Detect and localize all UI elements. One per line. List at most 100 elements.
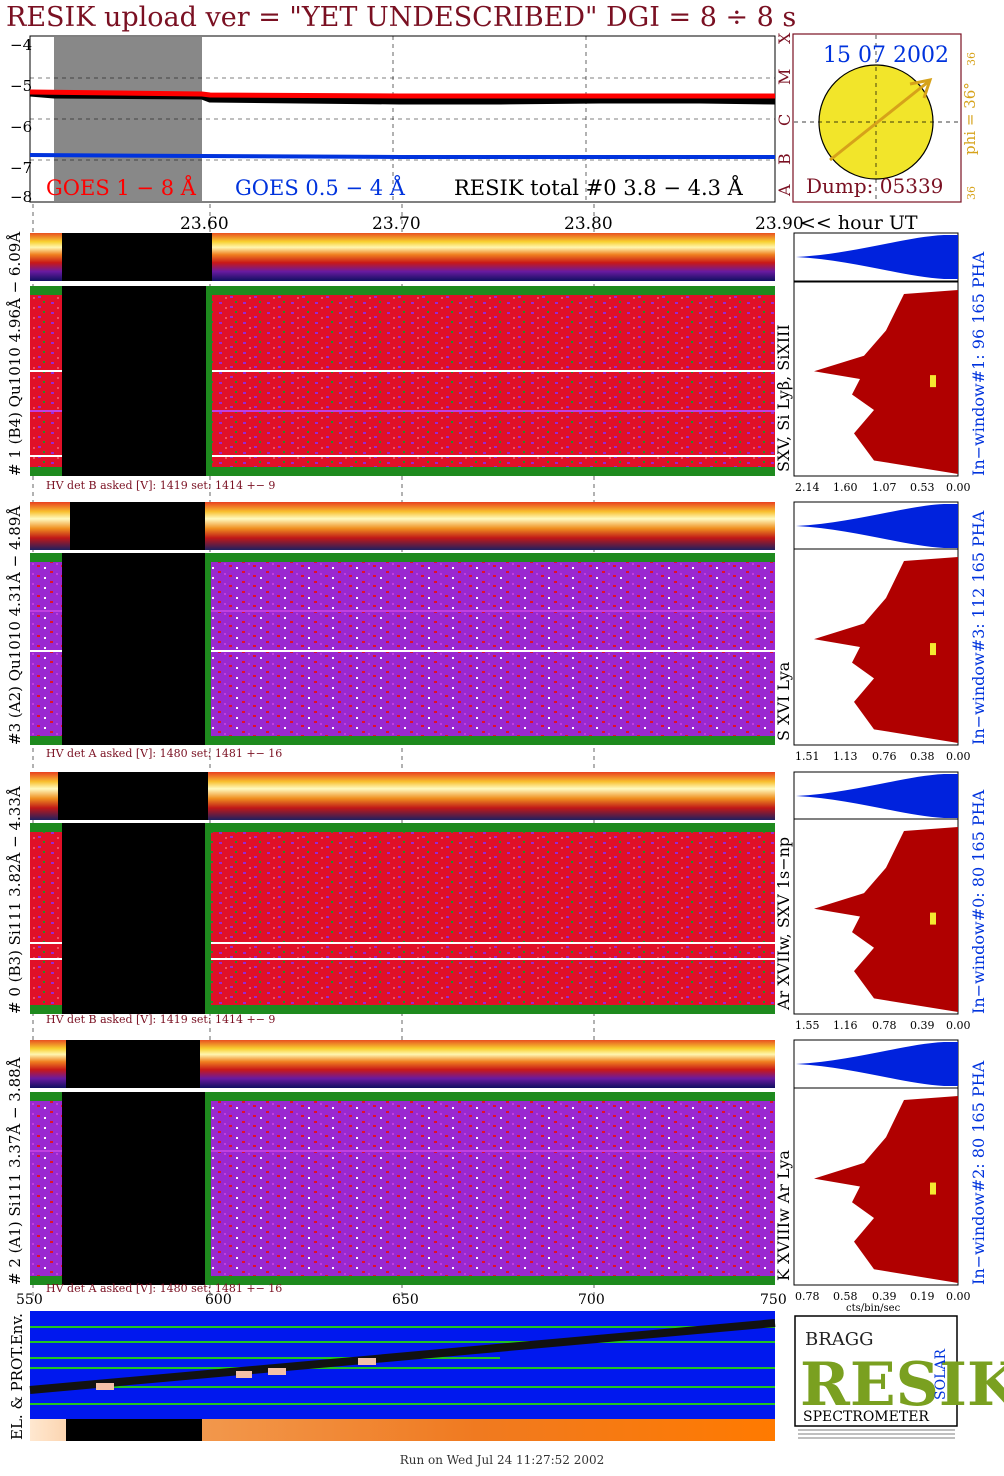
time-unit-label: << hour UT bbox=[800, 212, 918, 234]
env-marker bbox=[96, 1383, 114, 1390]
detector-panel: HV det A asked [V]: 1480 set: 1481 +− 16… bbox=[6, 1039, 988, 1314]
pha-marker bbox=[930, 912, 936, 925]
env-trend-line bbox=[29, 1319, 776, 1394]
pha-mini-histogram bbox=[796, 774, 958, 818]
pha-tick: 0.78 bbox=[795, 1290, 820, 1303]
spectrogram-edge-top bbox=[30, 286, 775, 295]
logo-spectrometer: SPECTROMETER bbox=[803, 1409, 929, 1425]
run-timestamp: Run on Wed Jul 24 11:27:52 2002 bbox=[399, 1453, 605, 1467]
pha-histogram bbox=[814, 1096, 958, 1283]
pha-tick: 1.07 bbox=[872, 481, 897, 494]
pha-tick: 2.14 bbox=[795, 481, 820, 494]
spectral-line-trace bbox=[30, 610, 775, 612]
hv-label: HV det A asked [V]: 1480 set: 1481 +− 16 bbox=[46, 1282, 282, 1295]
detector-label: #3 (A2) Qu1010 4.31Å − 4.89Å bbox=[6, 506, 24, 745]
pha-tick: 0.00 bbox=[946, 1290, 971, 1303]
class-letter: X bbox=[775, 32, 794, 44]
pha-histogram bbox=[814, 290, 958, 474]
spectrogram-edge-top bbox=[30, 1092, 775, 1101]
band-data-gap bbox=[58, 772, 208, 820]
detector-panel: HV det B asked [V]: 1419 set: 1414 +− 9 #… bbox=[6, 232, 988, 494]
spectral-line-trace bbox=[30, 958, 775, 960]
spectral-line-trace bbox=[30, 942, 775, 944]
class-letter: A bbox=[775, 184, 794, 197]
pha-tick: 0.76 bbox=[872, 750, 897, 763]
line-id-label: S XVI Lya bbox=[774, 661, 793, 741]
env-marker bbox=[236, 1371, 252, 1378]
sun-panel: 15 07 2002 Dump: 05339 phi = 36° 36 36 bbox=[792, 33, 979, 203]
detector-label: # 0 (B3) Si111 3.82Å − 4.33Å bbox=[6, 786, 24, 1014]
spectrogram-edge-bottom bbox=[30, 736, 775, 745]
sun-date: 15 07 2002 bbox=[823, 43, 949, 68]
env-gradient-bar bbox=[30, 1419, 775, 1441]
spectrogram-edge-top bbox=[30, 823, 775, 832]
class-letter: C bbox=[775, 114, 794, 126]
detector-label: # 1 (B4) Qu1010 4.96Å − 6.09Å bbox=[6, 232, 24, 476]
spectral-line-trace bbox=[30, 650, 775, 652]
class-letter: B bbox=[775, 153, 794, 165]
pha-tick: 0.78 bbox=[872, 1019, 897, 1032]
spectral-line-trace bbox=[30, 455, 775, 457]
legend-goes-red: GOES 1 − 8 Å bbox=[46, 175, 197, 200]
pha-tick: 0.38 bbox=[910, 750, 935, 763]
detector-panels: HV det B asked [V]: 1419 set: 1414 +− 9 #… bbox=[6, 232, 988, 1314]
goes-ytick: −5 bbox=[10, 77, 32, 95]
spectral-line-trace bbox=[30, 410, 775, 412]
goes-ytick: −4 bbox=[10, 36, 32, 54]
spectral-line-trace bbox=[30, 370, 775, 372]
time-tick: 23.80 bbox=[564, 214, 613, 234]
phi-arrowhead bbox=[909, 78, 933, 99]
page-title: RESIK upload ver = "YET UNDESCRIBED" DGI… bbox=[6, 2, 797, 33]
env-xtick: 600 bbox=[205, 1292, 232, 1308]
band-data-gap bbox=[62, 233, 212, 281]
pha-marker bbox=[930, 375, 936, 388]
spectrogram-gap-edge bbox=[205, 823, 211, 1014]
pha-tick: 0.53 bbox=[910, 481, 935, 494]
env-xtick: 700 bbox=[578, 1292, 605, 1308]
spectrogram-data-gap bbox=[62, 1092, 205, 1285]
spectrogram-data-gap bbox=[62, 823, 205, 1014]
goes-panel: −4 −5 −6 −7 −8 GOES 1 − 8 Å GOES 0.5 − 4… bbox=[10, 32, 794, 206]
window-label: In−window#3: 112 165 PHA bbox=[969, 510, 988, 745]
pha-tick: 0.39 bbox=[872, 1290, 897, 1303]
env-marker bbox=[358, 1358, 376, 1365]
pha-tick: 0.19 bbox=[910, 1290, 935, 1303]
line-id-label: K XVIIIw Ar Lya bbox=[774, 1150, 793, 1281]
logo-bragg: BRAGG bbox=[805, 1329, 874, 1350]
time-axis: 23.60 23.70 23.80 23.90 << hour UT bbox=[180, 212, 918, 234]
pha-tick: 0.39 bbox=[910, 1019, 935, 1032]
detector-panel: HV det B asked [V]: 1419 set: 1414 +− 9 #… bbox=[6, 771, 988, 1032]
spectrogram-edge-bottom bbox=[30, 467, 775, 476]
pha-histogram bbox=[814, 827, 958, 1012]
env-marker bbox=[268, 1368, 286, 1375]
pha-mini-histogram bbox=[796, 1042, 958, 1086]
pha-unit: cts/bin/sec bbox=[846, 1303, 901, 1314]
sun-side-bottom: 36 bbox=[965, 186, 978, 200]
goes-ytick: −8 bbox=[10, 188, 32, 206]
window-label: In−window#1: 96 165 PHA bbox=[969, 251, 988, 476]
spectrogram-gap-edge bbox=[206, 286, 212, 476]
legend-resik-total: RESIK total #0 3.8 − 4.3 Å bbox=[454, 175, 744, 200]
goes-ytick: −7 bbox=[10, 159, 32, 177]
time-tick: 23.60 bbox=[180, 214, 229, 234]
pha-tick: 0.00 bbox=[946, 750, 971, 763]
logo-frame bbox=[794, 1315, 958, 1427]
spectrogram-data-gap bbox=[62, 286, 206, 476]
pha-mini-histogram bbox=[796, 235, 958, 279]
spectral-line-trace bbox=[30, 1150, 775, 1152]
goes-red-series bbox=[29, 89, 775, 99]
spectrogram-gap-edge bbox=[205, 553, 211, 745]
pha-tick: 1.60 bbox=[833, 481, 858, 494]
pha-tick: 1.55 bbox=[795, 1019, 820, 1032]
band-data-gap bbox=[70, 502, 205, 550]
pha-tick: 1.16 bbox=[833, 1019, 858, 1032]
env-xtick: 650 bbox=[392, 1292, 419, 1308]
detector-label: # 2 (A1) Si111 3.37Å − 3.88Å bbox=[6, 1057, 24, 1285]
goes-ytick: −6 bbox=[10, 118, 32, 136]
sun-side-top: 36 bbox=[965, 52, 978, 66]
phi-arrow bbox=[829, 80, 929, 162]
phi-label: phi = 36° bbox=[961, 82, 979, 155]
spectrogram-edge-bottom bbox=[30, 1005, 775, 1014]
pha-tick: 0.58 bbox=[833, 1290, 858, 1303]
